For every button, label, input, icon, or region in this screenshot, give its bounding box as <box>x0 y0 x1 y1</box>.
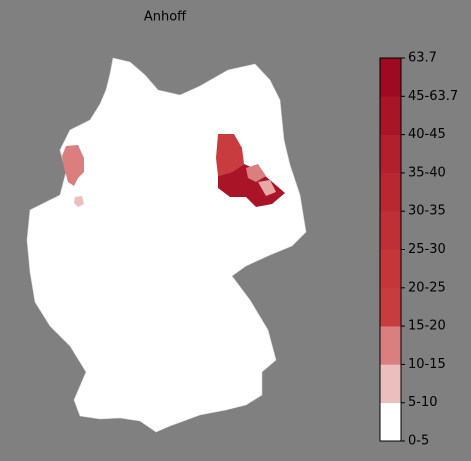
colorbar-label: 25-30 <box>408 242 446 257</box>
colorbar-label: 0-5 <box>408 434 429 449</box>
region-light <box>62 145 84 186</box>
colorbar-label: 5-10 <box>408 395 438 410</box>
region-pink <box>246 164 266 182</box>
colorbar-label: 30-35 <box>408 204 446 219</box>
colorbar-segment <box>380 96 401 135</box>
map-title: Anhoff <box>144 10 187 25</box>
colorbar-label: 40-45 <box>408 127 446 142</box>
colorbar-label: 20-25 <box>408 280 446 295</box>
colorbar-segment <box>380 58 401 97</box>
colorbar-label: 10-15 <box>408 357 446 372</box>
colorbar-label: 35-40 <box>408 165 446 180</box>
colorbar-segment <box>380 172 401 212</box>
colorbar-label: 45-63.7 <box>408 89 458 104</box>
colorbar-label: 15-20 <box>408 319 446 334</box>
region-pale <box>74 196 84 207</box>
region-dark <box>218 164 285 207</box>
colorbar: 0-5 5-10 10-15 15-20 20-25 25-30 30-35 35-40 40-… <box>379 51 458 449</box>
germany-map <box>26 57 307 433</box>
colorbar-segment <box>380 326 401 365</box>
colorbar-segment <box>380 364 401 403</box>
colorbar-segment <box>380 211 401 250</box>
colorbar-segment <box>380 402 401 442</box>
colorbar-segment <box>380 134 401 174</box>
region-light-pink <box>258 180 276 196</box>
colorbar-segment <box>380 249 401 289</box>
region-mid <box>216 134 244 176</box>
colorbar-label: 63.7 <box>408 51 437 66</box>
colorbar-segment <box>380 287 401 327</box>
